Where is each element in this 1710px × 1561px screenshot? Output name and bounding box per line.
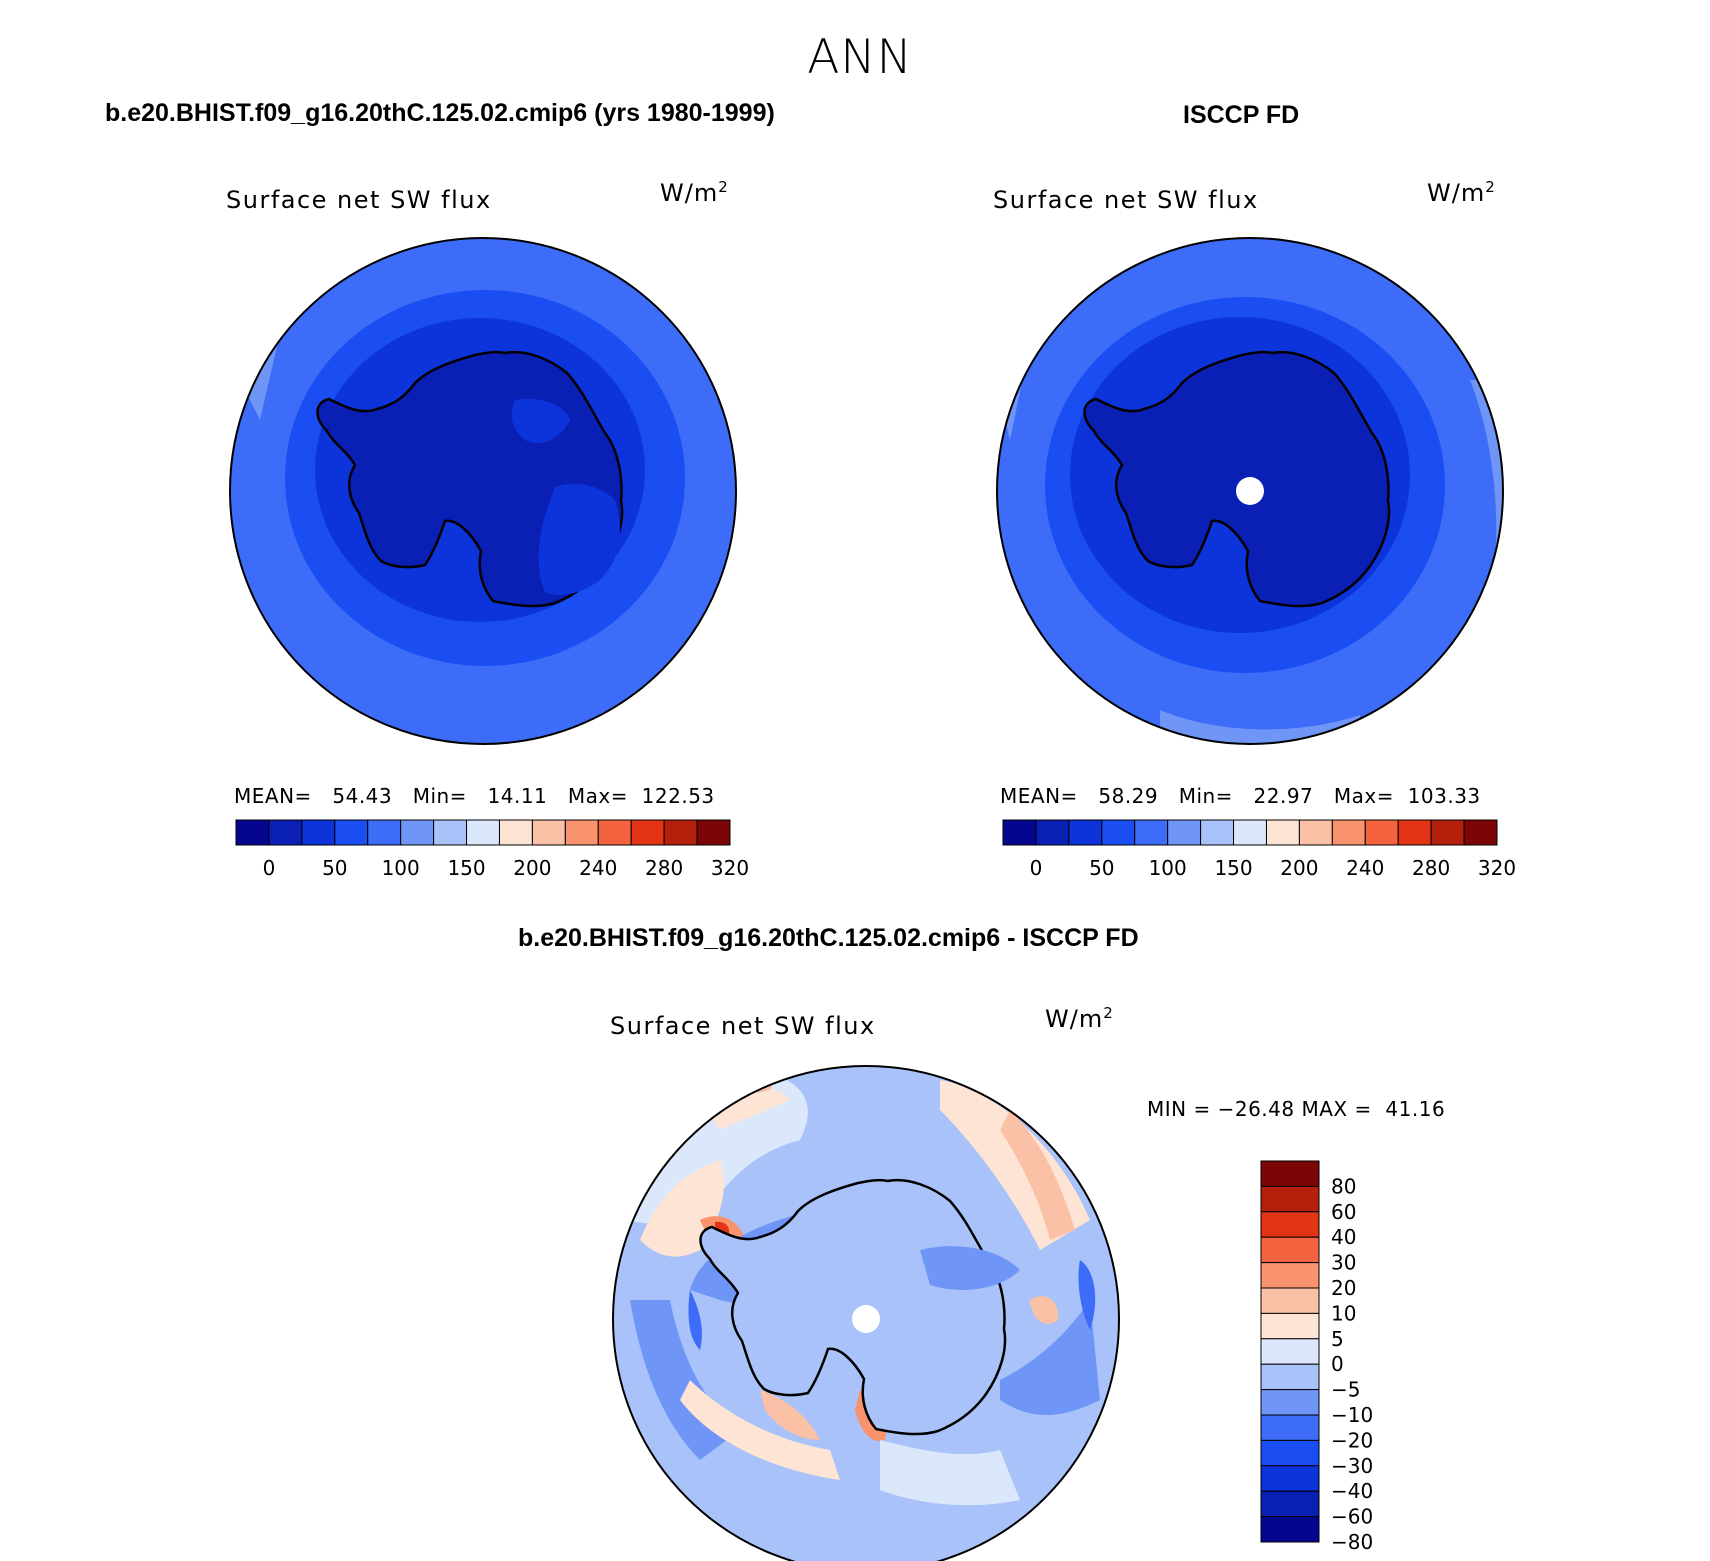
obs-stats: MEAN= 58.29 Min= 22.97 Max= 103.33 xyxy=(1000,784,1481,808)
model-colorbar-swatch xyxy=(301,819,336,846)
model-colorbar-tick-label: 280 xyxy=(645,856,683,880)
diff-colorbar-tick-label: 20 xyxy=(1331,1276,1356,1300)
obs-colorbar-swatch xyxy=(1397,819,1432,846)
obs-map xyxy=(996,237,1504,745)
obs-colorbar-swatch xyxy=(1068,819,1103,846)
page-title: ANN xyxy=(807,30,913,85)
obs-colorbar-swatch xyxy=(1364,819,1399,846)
model-colorbar-tick-label: 150 xyxy=(447,856,485,880)
model-colorbar-swatch xyxy=(597,819,632,846)
model-map xyxy=(229,237,737,745)
diff-colorbar-swatch xyxy=(1260,1262,1320,1289)
model-colorbar-tick-label: 200 xyxy=(513,856,551,880)
model-colorbar-swatch xyxy=(663,819,698,846)
obs-colorbar-swatch xyxy=(1430,819,1465,846)
model-colorbar-swatch xyxy=(433,819,468,846)
model-colorbar-swatch xyxy=(498,819,533,846)
diff-colorbar-swatch xyxy=(1260,1490,1320,1518)
model-colorbar-tick-label: 240 xyxy=(579,856,617,880)
diff-colorbar-swatch xyxy=(1260,1211,1320,1238)
obs-colorbar-tick-label: 50 xyxy=(1089,856,1114,880)
model-colorbar-swatch xyxy=(334,819,369,846)
obs-colorbar-swatch xyxy=(1101,819,1136,846)
diff-colorbar-swatch xyxy=(1260,1236,1320,1264)
obs-colorbar-swatch xyxy=(1002,819,1037,846)
obs-colorbar-swatch xyxy=(1035,819,1070,846)
obs-colorbar-tick-label: 0 xyxy=(1030,856,1043,880)
model-colorbar-swatch xyxy=(400,819,435,846)
obs-colorbar-tick-label: 150 xyxy=(1214,856,1252,880)
obs-colorbar-swatch xyxy=(1200,819,1235,846)
diff-colorbar-tick-label: 40 xyxy=(1331,1225,1356,1249)
obs-colorbar-tick-label: 240 xyxy=(1346,856,1384,880)
diff-colorbar-swatch xyxy=(1260,1338,1320,1365)
diff-variable-label: Surface net SW flux xyxy=(610,1012,876,1040)
diff-colorbar-swatch xyxy=(1260,1160,1320,1187)
diff-colorbar-tick-label: 60 xyxy=(1331,1200,1356,1224)
model-units-label: W/m2 xyxy=(660,178,729,207)
obs-colorbar-swatch xyxy=(1331,819,1366,846)
diff-colorbar-swatch xyxy=(1260,1287,1320,1314)
model-colorbar-tick-label: 100 xyxy=(382,856,420,880)
model-colorbar-swatch xyxy=(235,819,270,846)
model-colorbar-swatch xyxy=(268,819,303,846)
diff-colorbar-tick-label: −20 xyxy=(1331,1428,1373,1452)
obs-colorbar-tick-label: 100 xyxy=(1149,856,1187,880)
diff-colorbar-swatch xyxy=(1260,1439,1320,1467)
obs-colorbar-tick-label: 200 xyxy=(1280,856,1318,880)
diff-colorbar-swatch xyxy=(1260,1465,1320,1492)
diff-colorbar-swatch xyxy=(1260,1185,1320,1213)
obs-colorbar-swatch xyxy=(1167,819,1202,846)
diff-colorbar-swatch xyxy=(1260,1389,1320,1416)
diff-map xyxy=(612,1065,1120,1561)
model-colorbar: 0 50 100 150 200 240 280 320 xyxy=(235,819,749,880)
model-colorbar-tick-label: 320 xyxy=(711,856,749,880)
obs-panel-heading: ISCCP FD xyxy=(1183,101,1300,129)
obs-colorbar-swatch xyxy=(1463,819,1498,846)
diff-colorbar-tick-label: 80 xyxy=(1331,1174,1356,1198)
diff-colorbar-swatch xyxy=(1260,1312,1320,1340)
model-colorbar-tick-label: 0 xyxy=(263,856,276,880)
model-colorbar-swatch xyxy=(466,819,500,846)
diff-colorbar-tick-label: 0 xyxy=(1331,1352,1344,1376)
obs-units-label: W/m2 xyxy=(1427,178,1496,207)
diff-map-missing-pole xyxy=(852,1305,880,1333)
obs-map-missing-pole xyxy=(1236,477,1264,505)
diff-stats: MIN = −26.48 MAX = 41.16 xyxy=(1147,1097,1446,1121)
model-colorbar-swatch xyxy=(630,819,665,846)
diff-colorbar-tick-label: −40 xyxy=(1331,1479,1373,1503)
obs-colorbar-swatch xyxy=(1134,819,1169,846)
diff-colorbar-tick-label: 30 xyxy=(1331,1251,1356,1275)
diff-colorbar-tick-label: 10 xyxy=(1331,1301,1356,1325)
diff-colorbar-swatch xyxy=(1260,1363,1320,1391)
diff-colorbar-swatch xyxy=(1260,1414,1320,1441)
model-panel-heading: b.e20.BHIST.f09_g16.20thC.125.02.cmip6 (… xyxy=(105,99,775,127)
diff-colorbar-tick-label: 5 xyxy=(1331,1327,1344,1351)
diff-units-label: W/m2 xyxy=(1045,1004,1114,1033)
model-variable-label: Surface net SW flux xyxy=(226,186,492,214)
model-colorbar-swatch xyxy=(367,819,402,846)
obs-variable-label: Surface net SW flux xyxy=(993,186,1259,214)
diff-colorbar-tick-label: −80 xyxy=(1331,1530,1373,1554)
obs-colorbar-swatch xyxy=(1233,819,1267,846)
diff-colorbar-tick-label: −5 xyxy=(1331,1378,1360,1402)
obs-colorbar: 0 50 100 150 200 240 280 320 xyxy=(1002,819,1516,880)
diff-colorbar-tick-label: −60 xyxy=(1331,1505,1373,1529)
obs-colorbar-swatch xyxy=(1298,819,1333,846)
diff-colorbar-swatch xyxy=(1260,1516,1320,1543)
model-stats: MEAN= 54.43 Min= 14.11 Max= 122.53 xyxy=(234,784,715,808)
obs-colorbar-swatch xyxy=(1265,819,1300,846)
model-colorbar-swatch xyxy=(696,819,731,846)
obs-colorbar-tick-label: 280 xyxy=(1412,856,1450,880)
diff-colorbar-tick-label: −30 xyxy=(1331,1454,1373,1478)
model-colorbar-swatch xyxy=(564,819,599,846)
model-colorbar-swatch xyxy=(531,819,566,846)
obs-colorbar-tick-label: 320 xyxy=(1478,856,1516,880)
diff-panel-heading: b.e20.BHIST.f09_g16.20thC.125.02.cmip6 -… xyxy=(518,924,1139,952)
diff-colorbar-tick-label: −10 xyxy=(1331,1403,1373,1427)
model-colorbar-tick-label: 50 xyxy=(322,856,347,880)
